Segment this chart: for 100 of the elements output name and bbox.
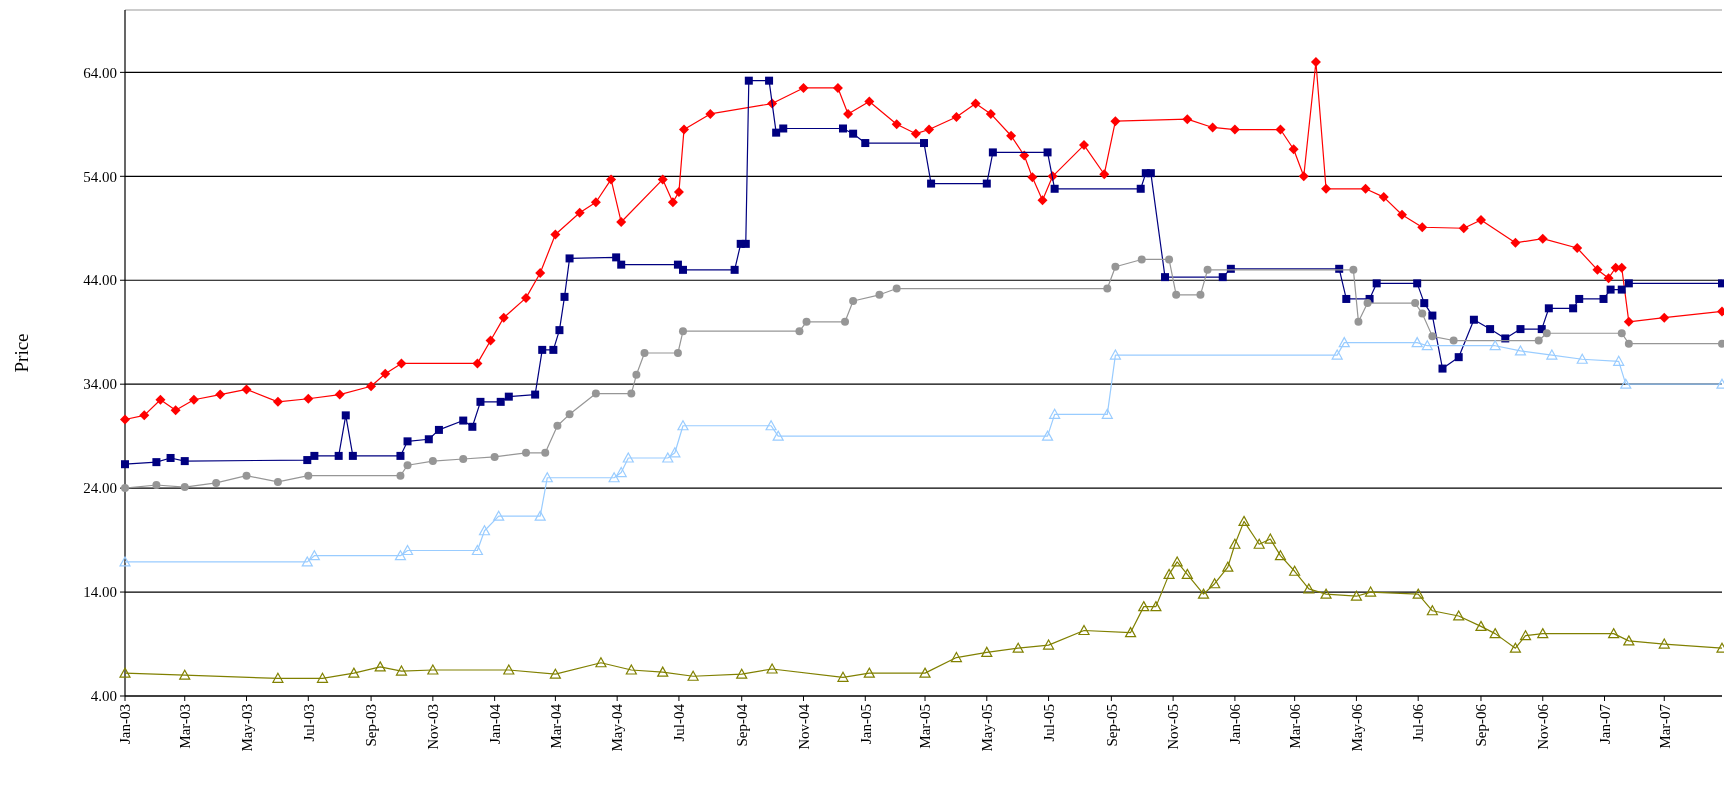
point — [1331, 349, 1343, 360]
point — [272, 672, 284, 683]
point — [212, 478, 221, 487]
point — [863, 667, 875, 678]
point — [522, 448, 531, 457]
point — [837, 671, 849, 682]
x-tick-label: May-05 — [979, 704, 996, 752]
point — [1350, 590, 1363, 601]
point — [401, 544, 414, 556]
x-tick-label: Mar-05 — [917, 704, 934, 749]
point — [1418, 309, 1427, 318]
point — [1165, 255, 1174, 264]
point — [1137, 255, 1146, 264]
point — [1229, 538, 1241, 549]
point — [1289, 565, 1301, 576]
point — [1546, 349, 1558, 360]
point — [1576, 353, 1588, 364]
point — [119, 667, 131, 678]
point — [1041, 430, 1054, 441]
point — [180, 483, 189, 492]
point — [308, 550, 320, 561]
point — [841, 317, 850, 326]
x-tick-label: Mar-06 — [1286, 703, 1303, 749]
point — [1365, 586, 1377, 597]
point — [950, 651, 963, 663]
point — [549, 668, 561, 679]
point — [1411, 299, 1420, 308]
point — [1489, 628, 1501, 639]
y-axis-title: Price — [11, 333, 32, 373]
point — [1109, 349, 1121, 360]
x-tick-label: Jul-05 — [1040, 704, 1057, 742]
point — [428, 457, 437, 466]
point — [1101, 408, 1113, 419]
point — [541, 472, 553, 483]
x-tick-label: Jan-05 — [857, 704, 874, 744]
point — [119, 556, 131, 567]
point — [478, 525, 491, 536]
point — [1617, 329, 1626, 338]
point — [591, 389, 600, 398]
point — [625, 664, 637, 675]
point — [394, 550, 407, 561]
point — [1042, 639, 1055, 650]
point — [772, 430, 784, 441]
point — [1253, 538, 1265, 549]
point — [1623, 635, 1635, 646]
point — [1078, 624, 1090, 636]
point — [678, 327, 687, 336]
y-tick-label: 64.00 — [83, 64, 117, 81]
point — [766, 663, 778, 674]
x-tick-label: Jan-07 — [1596, 703, 1613, 744]
point — [892, 284, 901, 293]
y-tick-label: 44.00 — [83, 272, 117, 289]
point — [1449, 336, 1458, 345]
point — [875, 290, 884, 299]
x-tick-label: Sep-04 — [733, 703, 750, 747]
point — [622, 452, 634, 463]
x-tick-label: Jan-04 — [486, 703, 503, 744]
point — [1338, 337, 1350, 348]
point — [395, 665, 408, 676]
x-tick-label: Mar-04 — [547, 703, 564, 749]
point — [179, 669, 191, 680]
point — [849, 297, 858, 306]
point — [1103, 284, 1112, 293]
point — [627, 389, 636, 398]
x-tick-label: May-03 — [238, 704, 255, 752]
y-tick-label: 14.00 — [83, 584, 117, 601]
x-tick-label: Sep-06 — [1473, 703, 1490, 747]
point — [1049, 408, 1061, 419]
point — [1138, 601, 1150, 612]
point — [1197, 588, 1210, 599]
x-tick-label: Nov-04 — [795, 703, 812, 750]
point — [490, 452, 499, 461]
point — [640, 349, 649, 357]
point — [669, 447, 681, 458]
point — [301, 556, 313, 567]
point — [1274, 550, 1287, 561]
point — [1620, 378, 1632, 389]
point — [1489, 340, 1501, 351]
x-tick-label: May-04 — [609, 703, 626, 752]
point — [1411, 337, 1423, 348]
point — [802, 317, 811, 326]
x-tick-label: Sep-05 — [1103, 704, 1120, 747]
point — [1012, 642, 1024, 653]
point — [1264, 533, 1276, 544]
point — [1428, 332, 1437, 341]
point — [374, 661, 386, 672]
point — [1421, 340, 1433, 351]
point — [1608, 628, 1620, 639]
x-tick-label: Jul-04 — [671, 703, 688, 742]
x-tick-label: Mar-03 — [177, 704, 193, 749]
point — [152, 481, 161, 489]
point — [765, 420, 777, 431]
point — [1514, 345, 1527, 356]
point — [1624, 339, 1633, 348]
y-tick-label: 24.00 — [83, 480, 117, 497]
x-tick-label: Jul-06 — [1410, 703, 1427, 742]
point — [1613, 355, 1625, 366]
point — [1238, 515, 1250, 526]
point — [1519, 630, 1532, 641]
x-tick-label: Nov-05 — [1165, 704, 1182, 750]
